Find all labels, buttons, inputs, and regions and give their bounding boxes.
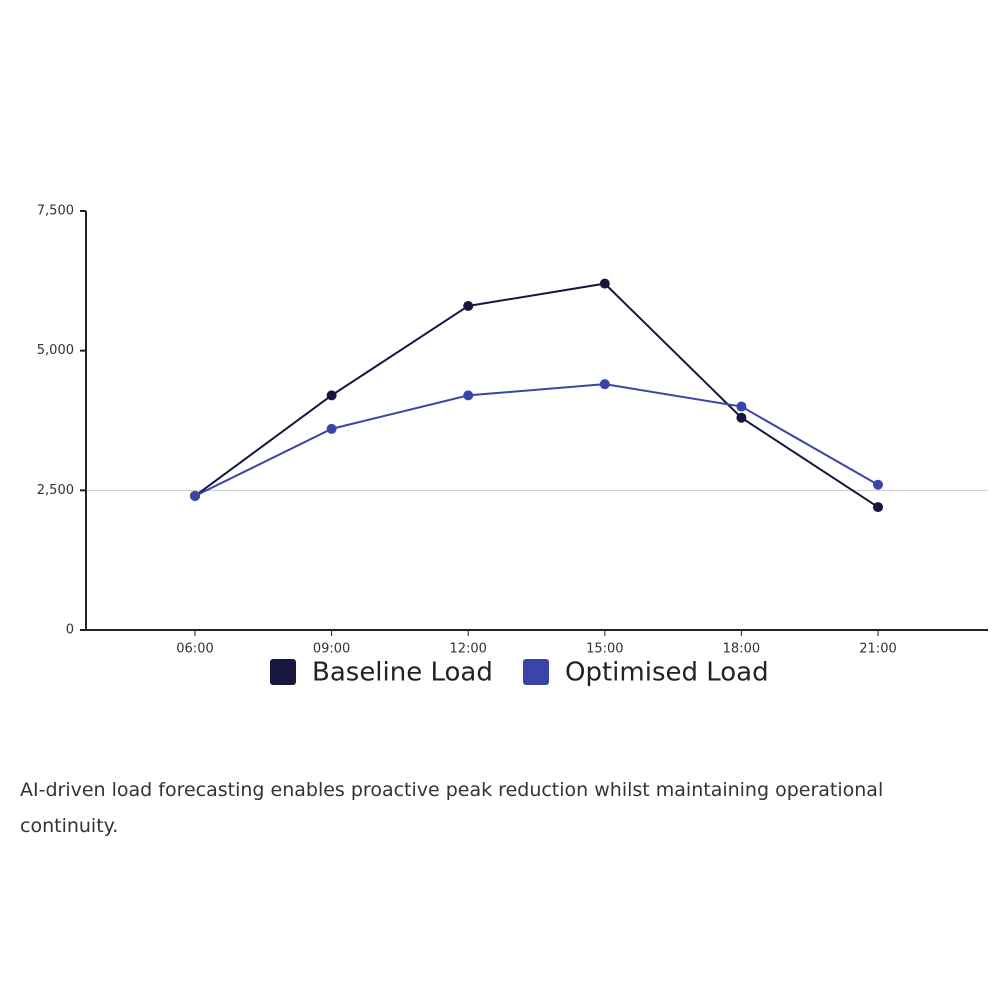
x-tick-label: 09:00 [313, 642, 350, 657]
data-point [736, 401, 747, 412]
y-tick-label: 2,500 [37, 483, 74, 498]
chart: 0 2,500 5,000 7,500 06:00 09:00 12:00 15:00 18:0… [37, 204, 988, 688]
data-point [190, 490, 200, 501]
y-tick-label: 0 [66, 623, 74, 638]
series-line [194, 383, 879, 497]
legend-label: Optimised Load [565, 658, 769, 688]
x-tick-label: 21:00 [859, 642, 896, 657]
data-point [873, 479, 883, 490]
legend-swatch [270, 659, 296, 685]
data-point [463, 390, 474, 401]
data-point [326, 423, 337, 434]
data-point [463, 300, 474, 311]
x-tick-label: 18:00 [723, 642, 760, 657]
x-tick-label: 06:00 [176, 642, 213, 657]
data-point [736, 412, 747, 423]
data-point [326, 390, 337, 401]
y-tick-label: 7,500 [37, 204, 74, 219]
x-tick-label: 12:00 [449, 642, 486, 657]
series-line [194, 282, 879, 508]
x-tick-label: 15:00 [586, 642, 623, 657]
data-point [873, 502, 883, 513]
legend-label: Baseline Load [312, 658, 493, 688]
caption: AI-driven load forecasting enables proac… [20, 779, 884, 837]
data-point [599, 379, 610, 390]
data-point [599, 278, 610, 289]
y-tick-label: 5,000 [37, 343, 74, 358]
legend-swatch [523, 659, 549, 685]
